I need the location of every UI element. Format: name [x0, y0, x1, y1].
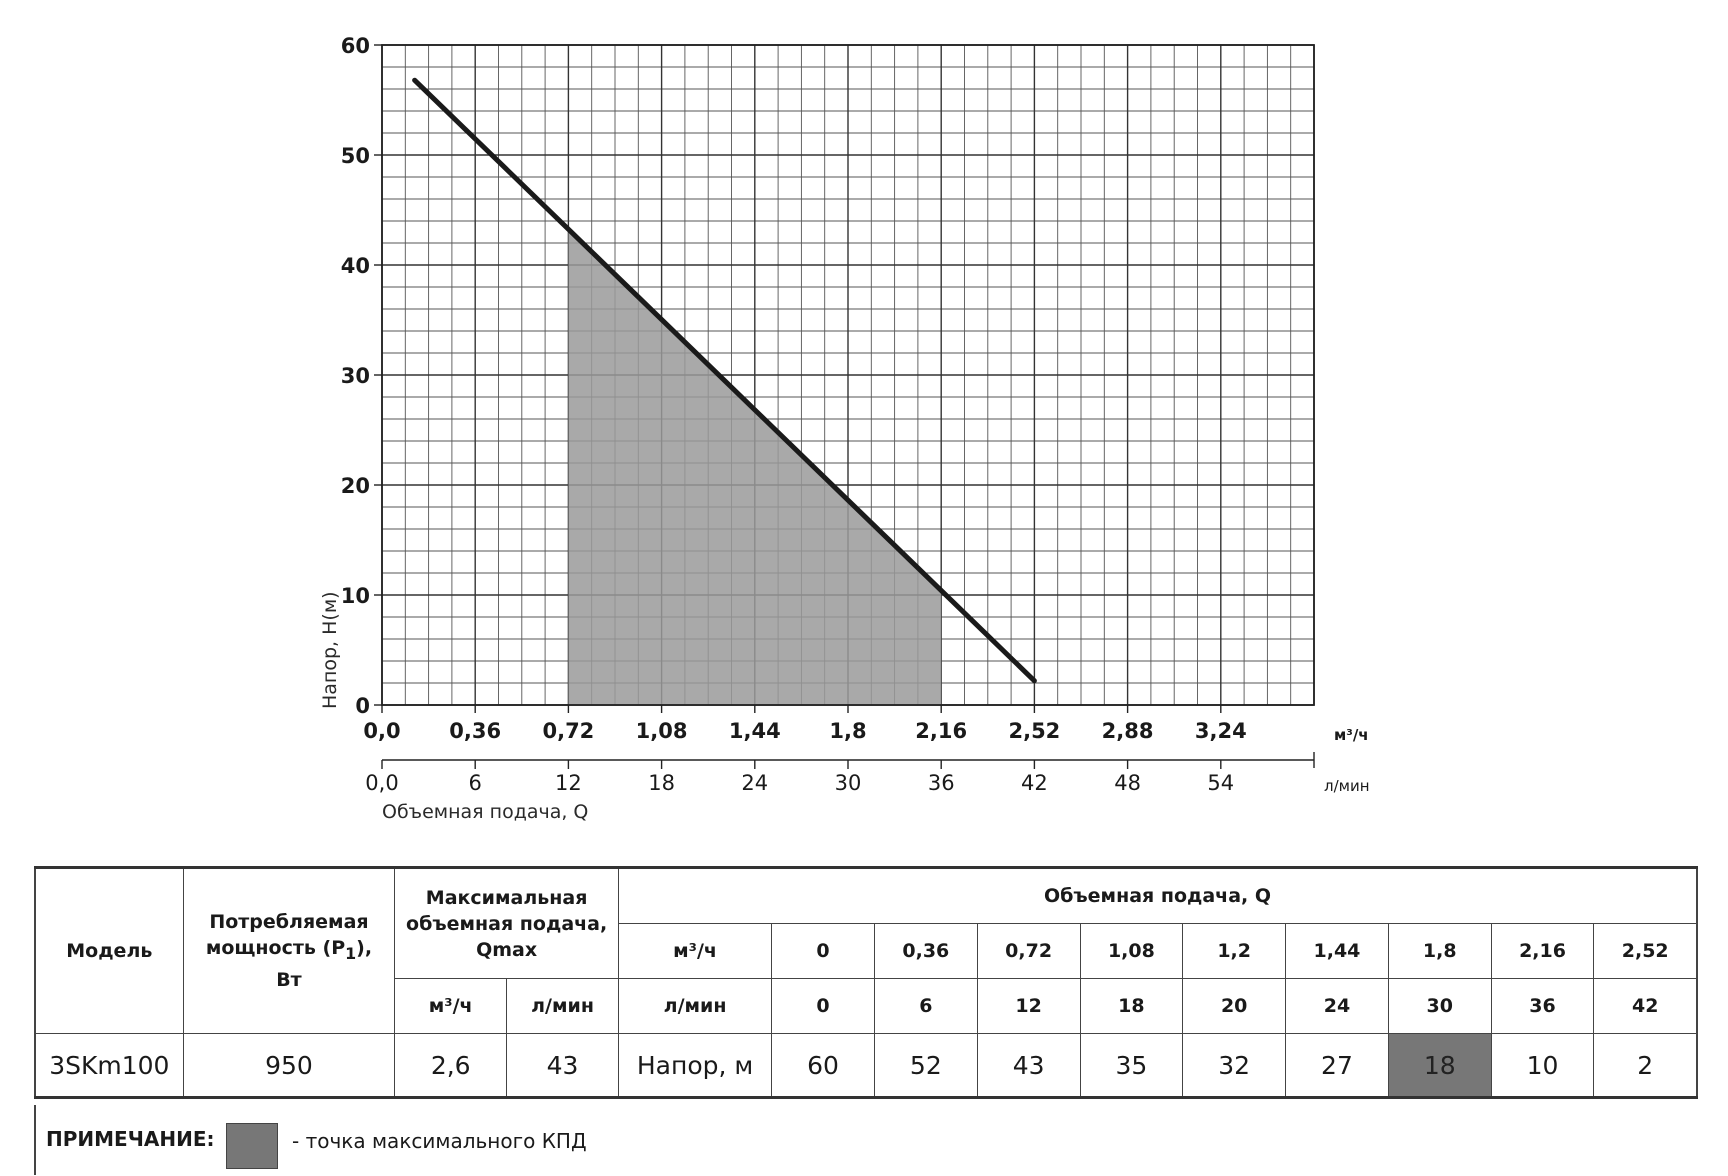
header-power: Потребляемая мощность (Р1), Вт [182, 866, 396, 1034]
head-cell: 43 [976, 1033, 1081, 1099]
flow-lmin-cell: 0 [771, 978, 875, 1034]
cell-head-label: Напор, м [617, 1033, 773, 1099]
note-section: ПРИМЕЧАНИЕ: - точка максимального КПД [34, 1105, 736, 1175]
cell-qmax-lmin: 43 [506, 1033, 619, 1099]
x-primary-tick-label: 0,72 [542, 719, 594, 743]
flow-m3h-cell: 2,16 [1490, 923, 1595, 979]
flow-m3h-cell: 1,08 [1079, 923, 1184, 979]
y-tick-label: 0 [355, 694, 370, 718]
x-secondary-tick-label: 12 [555, 771, 582, 795]
x-primary-tick-label: 3,24 [1195, 719, 1247, 743]
x-primary-tick-label: 1,08 [636, 719, 688, 743]
flow-lmin-cell: 18 [1079, 978, 1184, 1034]
flow-lmin-cell: 24 [1285, 978, 1389, 1034]
head-cell: 2 [1593, 1033, 1699, 1099]
x-primary-unit: м³/ч [1334, 726, 1369, 744]
y-tick-label: 30 [341, 364, 370, 388]
head-flow-curve [412, 77, 1037, 684]
header-qmax-unit-m3h: м³/ч [394, 978, 508, 1034]
chart-series-group [412, 77, 1037, 684]
pump-performance-chart: 0,0 0,36 0,72 1,08 1,44 1,8 2,16 2,52 2,88 3,24 м³… [319, 34, 1370, 823]
head-cell: 32 [1182, 1033, 1287, 1099]
header-flow-unit-lmin: л/мин [617, 978, 773, 1034]
flow-m3h-cell: 0,72 [976, 923, 1081, 979]
x-primary-tick-label: 0,0 [363, 719, 400, 743]
x-primary-tick-label: 0,36 [449, 719, 501, 743]
chart-labels-group: 0,0 0,36 0,72 1,08 1,44 1,8 2,16 2,52 2,88 3,24 м³… [319, 34, 1370, 823]
max-efficiency-shaded-region [568, 229, 942, 705]
header-qmax-line3: Qmax [476, 938, 538, 961]
cell-qmax-m3h: 2,6 [394, 1033, 508, 1099]
header-power-line2: мощность (Р1), [205, 937, 373, 963]
x-secondary-tick-label: 42 [1021, 771, 1048, 795]
header-qmax-unit-lmin: л/мин [506, 978, 619, 1034]
x-secondary-tick-label: 6 [469, 771, 482, 795]
x-secondary-tick-label: 48 [1114, 771, 1141, 795]
head-cell-max-efficiency: 18 [1387, 1033, 1492, 1099]
header-power-line1: Потребляемая [209, 911, 369, 934]
note-text: - точка максимального КПД [292, 1129, 587, 1153]
header-qmax-line1: Максимальная [425, 886, 588, 909]
head-cell: 35 [1079, 1033, 1184, 1099]
flow-lmin-cell: 42 [1593, 978, 1699, 1034]
cell-power: 950 [182, 1033, 396, 1099]
x-secondary-unit: л/мин [1324, 777, 1370, 795]
header-qmax: Максимальная объемная подача, Qmax [394, 866, 619, 979]
x-secondary-tick-label: 24 [741, 771, 768, 795]
x-primary-tick-label: 2,52 [1008, 719, 1060, 743]
flow-lmin-cell: 36 [1490, 978, 1595, 1034]
header-qmax-line2: объемная подача, [406, 912, 608, 935]
x-primary-tick-label: 2,88 [1102, 719, 1154, 743]
header-power-subscript: 1 [345, 943, 357, 963]
flow-m3h-cell: 1,44 [1285, 923, 1389, 979]
x-secondary-tick-label: 30 [835, 771, 862, 795]
header-model: Модель [33, 866, 184, 1034]
x-primary-tick-label: 1,44 [729, 719, 781, 743]
flow-m3h-cell: 1,2 [1182, 923, 1287, 979]
y-tick-label: 10 [341, 584, 370, 608]
pump-data-table: Модель Потребляемая мощность (Р1), Вт Ма… [33, 866, 1699, 1099]
flow-lmin-cell: 30 [1387, 978, 1492, 1034]
x-secondary-tick-label: 36 [928, 771, 955, 795]
head-cell: 10 [1490, 1033, 1595, 1099]
x-primary-tick-label: 1,8 [829, 719, 866, 743]
chart-axes-group [374, 44, 1315, 769]
header-power-line3: Вт [276, 968, 302, 991]
y-tick-label: 20 [341, 474, 370, 498]
head-cell: 52 [873, 1033, 978, 1099]
flow-m3h-cell: 0,36 [873, 923, 978, 979]
x-secondary-tick-label: 18 [648, 771, 675, 795]
chart-shaded-region-group [568, 229, 942, 705]
x-primary-tick-label: 2,16 [915, 719, 967, 743]
note-label: ПРИМЕЧАНИЕ: [46, 1127, 215, 1151]
y-tick-label: 50 [341, 144, 370, 168]
header-flow-unit-m3h: м³/ч [617, 923, 773, 979]
y-axis-label: Напор, Н(м) [319, 591, 341, 709]
head-cell: 27 [1285, 1033, 1389, 1099]
x-secondary-tick-label: 54 [1207, 771, 1234, 795]
flow-lmin-cell: 6 [873, 978, 978, 1034]
y-tick-label: 60 [341, 34, 370, 58]
flow-lmin-cell: 20 [1182, 978, 1287, 1034]
flow-m3h-cell: 2,52 [1593, 923, 1699, 979]
header-flow-title: Объемная подача, Q [617, 866, 1698, 924]
x-secondary-tick-label: 0,0 [365, 771, 398, 795]
cell-model: 3SKm100 [33, 1033, 184, 1099]
flow-m3h-cell: 1,8 [1387, 923, 1492, 979]
flow-lmin-cell: 12 [976, 978, 1081, 1034]
max-efficiency-swatch [226, 1123, 278, 1169]
x-axis-label: Объемная подача, Q [382, 801, 588, 823]
y-tick-label: 40 [341, 254, 370, 278]
flow-m3h-cell: 0 [771, 923, 875, 979]
head-cell: 60 [771, 1033, 875, 1099]
